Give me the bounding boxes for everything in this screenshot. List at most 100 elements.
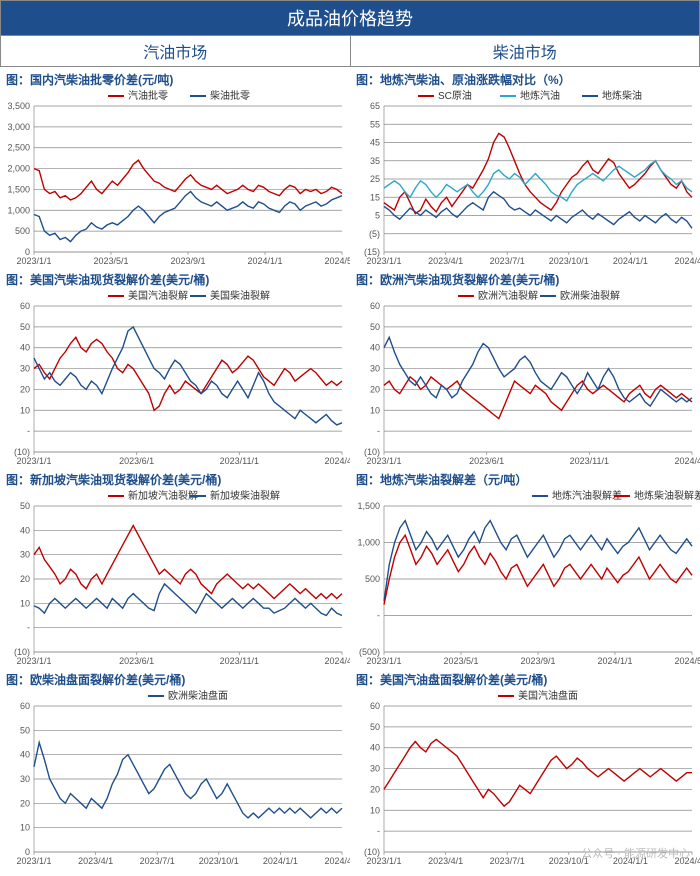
- svg-text:40: 40: [370, 743, 380, 753]
- svg-text:1,500: 1,500: [357, 501, 380, 511]
- svg-text:2023/7/1: 2023/7/1: [140, 856, 175, 866]
- svg-text:-: -: [377, 611, 380, 621]
- chart-title: 图：地炼汽柴油裂解差（元/吨）: [350, 467, 700, 490]
- svg-text:50: 50: [20, 725, 30, 735]
- svg-text:柴油批零: 柴油批零: [210, 90, 250, 102]
- svg-text:2023/1/1: 2023/1/1: [16, 656, 51, 666]
- series-line: [34, 337, 342, 410]
- svg-text:2023/4/1: 2023/4/1: [78, 856, 113, 866]
- svg-text:500: 500: [365, 574, 380, 584]
- svg-text:2023/10/1: 2023/10/1: [549, 856, 589, 866]
- main-title: 成品油价格趋势: [0, 0, 700, 36]
- svg-text:60: 60: [20, 301, 30, 311]
- svg-text:1,000: 1,000: [357, 538, 380, 548]
- svg-text:20: 20: [20, 384, 30, 394]
- chart-c7: 图：欧柴油盘面裂解价差(美元/桶)01020304050602023/1/120…: [0, 667, 350, 867]
- svg-text:新加坡柴油裂解: 新加坡柴油裂解: [210, 490, 280, 502]
- svg-text:2023/11/1: 2023/11/1: [220, 656, 259, 666]
- svg-text:2024/1/1: 2024/1/1: [247, 256, 282, 266]
- svg-text:2024/4/1: 2024/4/1: [674, 456, 700, 466]
- svg-text:10: 10: [370, 805, 380, 815]
- svg-text:20: 20: [20, 798, 30, 808]
- svg-text:2024/1/1: 2024/1/1: [613, 256, 648, 266]
- svg-text:55: 55: [370, 119, 380, 129]
- svg-text:2023/1/1: 2023/1/1: [366, 256, 401, 266]
- svg-text:-: -: [27, 623, 30, 633]
- sub-right: 柴油市场: [350, 36, 700, 67]
- svg-text:2023/11/1: 2023/11/1: [570, 456, 609, 466]
- svg-text:50: 50: [370, 322, 380, 332]
- series-line: [34, 192, 342, 242]
- svg-text:-: -: [377, 426, 380, 436]
- svg-text:10: 10: [20, 598, 30, 608]
- svg-text:65: 65: [370, 101, 380, 111]
- svg-text:2023/6/1: 2023/6/1: [469, 456, 504, 466]
- svg-text:2024/4/1: 2024/4/1: [324, 856, 350, 866]
- svg-text:40: 40: [20, 525, 30, 535]
- svg-text:2023/10/1: 2023/10/1: [199, 856, 239, 866]
- svg-text:地炼汽油: 地炼汽油: [520, 90, 560, 102]
- svg-text:2023/1/1: 2023/1/1: [366, 656, 401, 666]
- svg-text:2,000: 2,000: [7, 164, 30, 174]
- svg-text:15: 15: [370, 192, 380, 202]
- svg-text:30: 30: [370, 364, 380, 374]
- svg-text:20: 20: [370, 784, 380, 794]
- svg-text:欧洲汽油裂解: 欧洲汽油裂解: [478, 290, 538, 302]
- svg-text:2023/11/1: 2023/11/1: [220, 456, 259, 466]
- svg-text:2024/4/1: 2024/4/1: [324, 456, 350, 466]
- svg-text:60: 60: [370, 701, 380, 711]
- chart-c8: 图：美国汽油盘面裂解价差(美元/桶)(10)-1020304050602023/…: [350, 667, 700, 867]
- svg-text:10: 10: [20, 405, 30, 415]
- svg-text:2024/1/1: 2024/1/1: [597, 656, 632, 666]
- svg-text:30: 30: [20, 550, 30, 560]
- svg-text:2024/4/1: 2024/4/1: [674, 256, 700, 266]
- svg-text:5: 5: [375, 211, 380, 221]
- svg-text:SC原油: SC原油: [438, 90, 472, 102]
- sub-left: 汽油市场: [0, 36, 350, 67]
- svg-text:3,000: 3,000: [7, 122, 30, 132]
- chart-c2: 图：地炼汽柴油、原油涨跌幅对比（%）(15)(5)515253545556520…: [350, 67, 700, 267]
- chart-c3: 图：美国汽柴油现货裂解价差(美元/桶)(10)-1020304050602023…: [0, 267, 350, 467]
- svg-text:2023/7/1: 2023/7/1: [490, 856, 525, 866]
- svg-text:2024/1/1: 2024/1/1: [263, 856, 298, 866]
- svg-text:-: -: [377, 826, 380, 836]
- svg-text:2023/7/1: 2023/7/1: [490, 256, 525, 266]
- legend: 欧洲汽油裂解 欧洲柴油裂解: [458, 290, 620, 302]
- svg-text:2023/1/1: 2023/1/1: [16, 856, 51, 866]
- svg-text:2024/5/1: 2024/5/1: [674, 656, 700, 666]
- svg-text:美国汽油裂解: 美国汽油裂解: [128, 290, 188, 302]
- svg-text:50: 50: [20, 322, 30, 332]
- svg-text:汽油批零: 汽油批零: [128, 90, 168, 102]
- svg-text:1,000: 1,000: [7, 205, 30, 215]
- svg-text:2023/6/1: 2023/6/1: [119, 656, 154, 666]
- svg-text:欧洲柴油盘面: 欧洲柴油盘面: [168, 690, 228, 702]
- chart-c4: 图：欧洲汽柴油现货裂解价差(美元/桶)(10)-1020304050602023…: [350, 267, 700, 467]
- series-line: [384, 133, 692, 213]
- legend: 汽油批零 柴油批零: [108, 90, 250, 102]
- svg-text:2023/1/1: 2023/1/1: [16, 456, 51, 466]
- series-line: [384, 377, 692, 419]
- svg-text:-: -: [27, 426, 30, 436]
- svg-text:25: 25: [370, 174, 380, 184]
- series-line: [384, 535, 692, 604]
- svg-text:欧洲柴油裂解: 欧洲柴油裂解: [560, 290, 620, 302]
- svg-text:2024/1/1: 2024/1/1: [613, 856, 648, 866]
- svg-text:2023/9/1: 2023/9/1: [520, 656, 555, 666]
- svg-text:40: 40: [20, 343, 30, 353]
- svg-text:2023/1/1: 2023/1/1: [16, 256, 51, 266]
- svg-text:3,500: 3,500: [7, 101, 30, 111]
- svg-text:2023/1/1: 2023/1/1: [366, 856, 401, 866]
- svg-text:60: 60: [370, 301, 380, 311]
- chart-title: 图：美国汽柴油现货裂解价差(美元/桶): [0, 267, 350, 290]
- sub-header: 汽油市场 柴油市场: [0, 36, 700, 67]
- svg-text:美国汽油盘面: 美国汽油盘面: [518, 690, 578, 702]
- series-line: [384, 521, 692, 601]
- chart-grid: 图：国内汽柴油批零价差(元/吨)05001,0001,5002,0002,500…: [0, 67, 700, 867]
- svg-text:地炼柴油: 地炼柴油: [602, 90, 642, 102]
- svg-text:(5): (5): [369, 229, 380, 239]
- svg-text:1,500: 1,500: [7, 184, 30, 194]
- svg-text:2023/1/1: 2023/1/1: [366, 456, 401, 466]
- series-line: [34, 743, 342, 818]
- chart-title: 图：新加坡汽柴油现货裂解价差(美元/桶): [0, 467, 350, 490]
- chart-title: 图：欧柴油盘面裂解价差(美元/桶): [0, 667, 350, 690]
